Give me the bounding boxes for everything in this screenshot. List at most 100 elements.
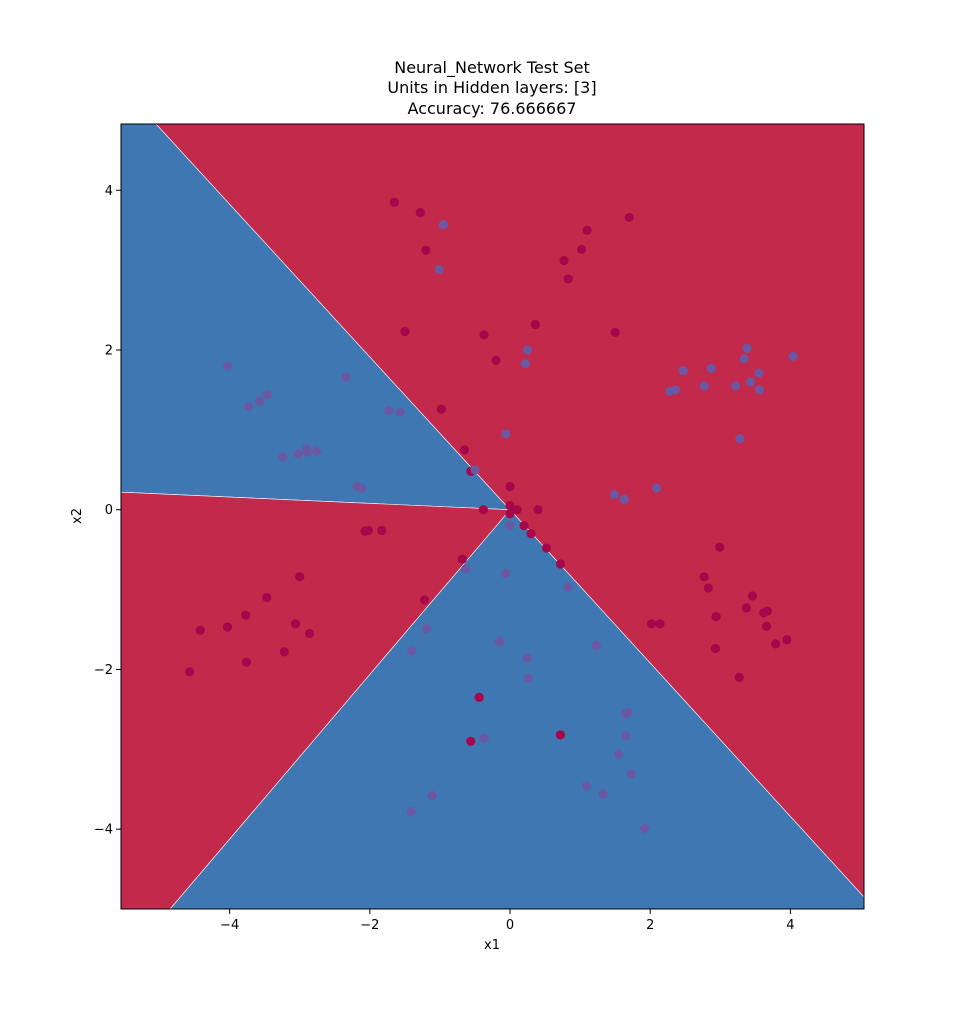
data-point-blue-48 xyxy=(731,381,741,391)
data-point-blue-26 xyxy=(494,636,505,647)
data-point-red-6 xyxy=(436,404,446,414)
data-point-red-43 xyxy=(555,730,566,740)
data-point-blue-46 xyxy=(754,368,764,378)
data-point-red-28 xyxy=(377,525,387,536)
x-axis-label: x1 xyxy=(484,938,500,953)
chart-title-line-2: Units in Hidden layers: [3] xyxy=(387,78,596,97)
data-point-red-53 xyxy=(647,619,657,629)
y-axis-label: x2 xyxy=(70,508,85,524)
data-point-blue-40 xyxy=(640,823,650,833)
data-point-blue-5 xyxy=(470,465,480,475)
data-point-blue-45 xyxy=(678,366,688,376)
data-point-blue-37 xyxy=(598,789,608,799)
data-point-red-11 xyxy=(505,501,515,511)
data-point-red-17 xyxy=(541,543,552,553)
data-point-blue-6 xyxy=(222,361,233,371)
data-point-red-56 xyxy=(771,639,781,649)
data-point-blue-35 xyxy=(626,769,636,779)
data-point-red-0 xyxy=(389,197,399,207)
y-tick-label: −2 xyxy=(94,663,113,678)
data-point-red-45 xyxy=(699,572,709,582)
data-point-red-7 xyxy=(459,445,470,455)
data-point-red-14 xyxy=(519,521,529,531)
data-point-red-46 xyxy=(703,583,713,593)
data-point-blue-34 xyxy=(614,749,624,759)
decision-region-red-1 xyxy=(155,124,864,898)
data-point-blue-3 xyxy=(520,358,531,369)
data-point-red-34 xyxy=(222,622,233,632)
x-axis-ticks: −4 −2 0 2 4 xyxy=(220,909,795,933)
data-point-red-12 xyxy=(505,509,515,519)
data-point-blue-49 xyxy=(745,377,756,387)
data-point-red-35 xyxy=(195,625,205,635)
data-point-blue-56 xyxy=(619,494,629,504)
data-point-red-37 xyxy=(304,628,315,639)
data-point-blue-47 xyxy=(699,381,709,391)
data-point-red-29 xyxy=(457,554,467,564)
y-axis-ticks: −4 −2 0 2 4 xyxy=(94,184,121,838)
data-point-red-58 xyxy=(734,672,744,683)
data-point-red-3 xyxy=(400,327,410,337)
x-tick-label: −2 xyxy=(360,918,379,933)
data-point-blue-11 xyxy=(384,406,394,416)
data-point-red-50 xyxy=(759,608,769,618)
data-point-blue-22 xyxy=(461,564,471,574)
scatter-points xyxy=(185,197,798,833)
y-tick-label: 2 xyxy=(105,343,113,358)
data-point-red-21 xyxy=(576,244,587,254)
data-point-blue-44 xyxy=(706,363,716,373)
y-tick-label: 4 xyxy=(105,184,113,199)
data-point-red-44 xyxy=(715,542,725,552)
data-point-blue-55 xyxy=(609,489,620,500)
data-point-red-9 xyxy=(478,505,488,515)
data-point-blue-32 xyxy=(621,731,631,741)
data-point-blue-54 xyxy=(651,483,662,493)
data-point-red-23 xyxy=(563,274,573,284)
data-point-blue-13 xyxy=(311,446,322,457)
data-point-blue-24 xyxy=(422,624,432,634)
data-point-blue-23 xyxy=(563,582,573,592)
x-tick-label: 4 xyxy=(786,918,794,933)
data-point-red-36 xyxy=(290,619,301,629)
data-point-red-31 xyxy=(295,572,305,582)
data-point-blue-7 xyxy=(341,372,351,382)
x-tick-label: −4 xyxy=(220,918,239,933)
y-tick-label: −4 xyxy=(94,823,113,838)
data-point-blue-28 xyxy=(522,653,533,663)
plot-frame xyxy=(120,123,865,910)
data-point-blue-52 xyxy=(754,385,765,395)
data-point-red-19 xyxy=(582,225,592,235)
data-point-red-27 xyxy=(363,525,374,536)
data-point-blue-41 xyxy=(742,343,752,353)
data-point-blue-27 xyxy=(407,646,417,656)
data-point-red-20 xyxy=(624,212,634,223)
data-point-blue-51 xyxy=(665,386,675,397)
data-point-blue-42 xyxy=(788,351,798,361)
data-point-red-40 xyxy=(185,667,195,677)
data-point-red-33 xyxy=(241,610,251,620)
data-point-red-39 xyxy=(241,657,252,667)
decision-region-red-3 xyxy=(121,491,511,909)
data-point-red-30 xyxy=(419,595,430,605)
data-point-red-25 xyxy=(610,327,620,338)
data-point-blue-25 xyxy=(591,640,601,651)
data-point-red-18 xyxy=(555,559,566,569)
data-point-red-38 xyxy=(279,647,289,657)
data-point-red-42 xyxy=(466,736,476,746)
data-point-red-13 xyxy=(512,505,522,515)
data-point-red-16 xyxy=(533,505,543,515)
data-point-blue-39 xyxy=(406,806,416,817)
data-point-red-32 xyxy=(262,592,272,603)
x-tick-label: 2 xyxy=(646,918,654,933)
data-point-blue-19 xyxy=(356,483,367,493)
data-point-red-2 xyxy=(421,245,431,255)
data-point-red-41 xyxy=(474,692,484,702)
data-point-blue-33 xyxy=(479,733,489,743)
data-point-red-15 xyxy=(526,529,536,539)
data-point-red-22 xyxy=(559,255,569,266)
data-point-blue-17 xyxy=(278,452,288,462)
data-point-red-4 xyxy=(479,330,489,340)
data-point-blue-53 xyxy=(735,434,745,444)
chart-title-line-1: Neural_Network Test Set xyxy=(394,58,590,78)
